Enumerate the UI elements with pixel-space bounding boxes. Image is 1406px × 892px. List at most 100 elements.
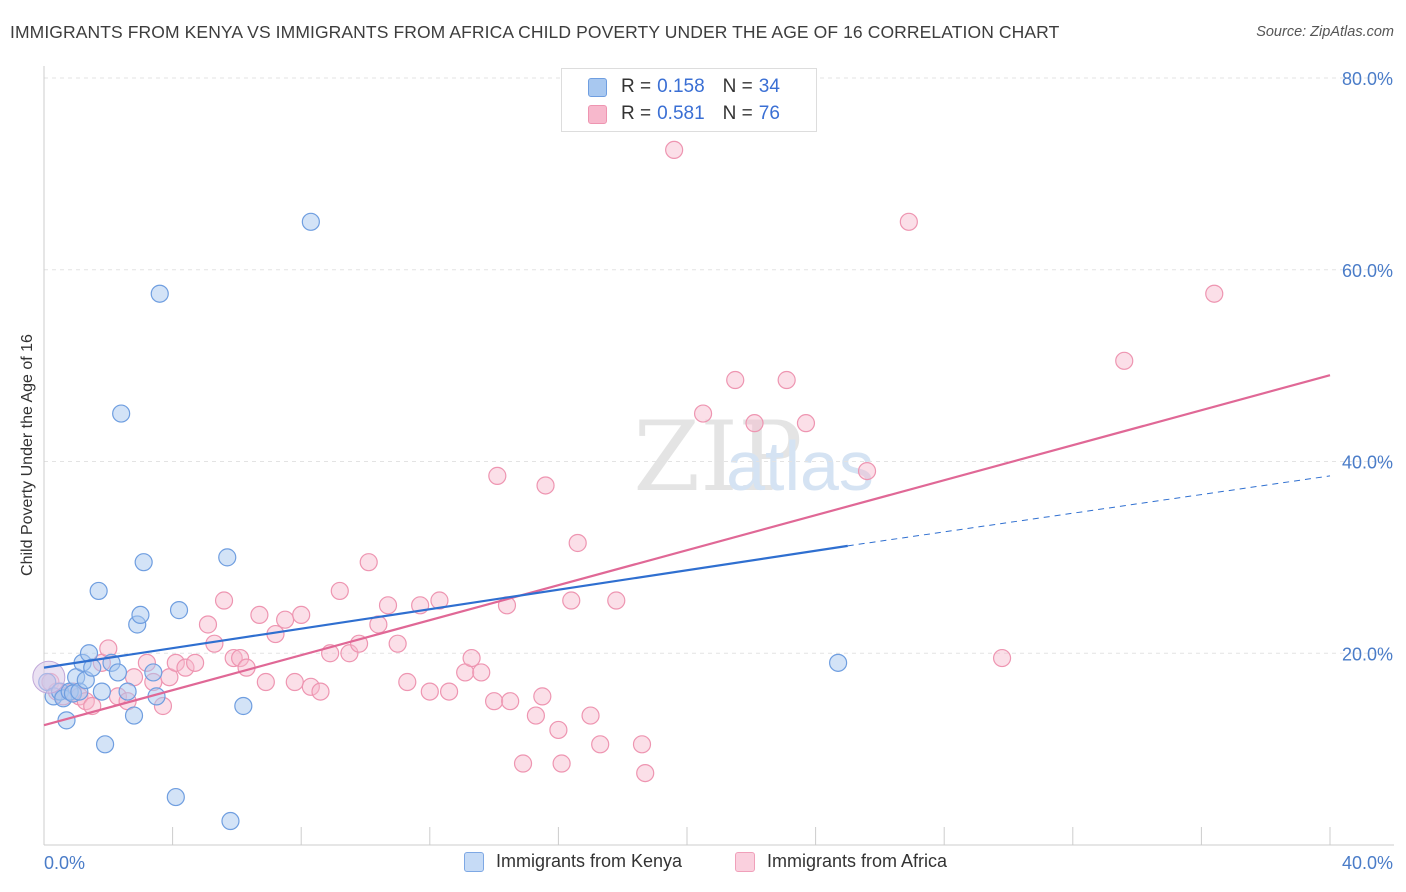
africa-point bbox=[1205, 284, 1224, 303]
africa-point bbox=[311, 682, 330, 701]
kenya-point bbox=[118, 682, 137, 701]
kenya-point bbox=[131, 605, 150, 625]
africa-point bbox=[256, 672, 275, 692]
chart-title: IMMIGRANTS FROM KENYA VS IMMIGRANTS FROM… bbox=[10, 22, 1060, 42]
africa-point bbox=[632, 735, 652, 754]
legend-row-kenya: R = 0.158 N = 34 bbox=[588, 75, 780, 99]
legend-r-value: 0.158 bbox=[657, 76, 705, 97]
y-tick-label: 80.0% bbox=[1342, 69, 1393, 89]
africa-point bbox=[536, 476, 555, 495]
source-credit: Source: ZipAtlas.com bbox=[1256, 24, 1394, 40]
kenya-point bbox=[301, 212, 320, 231]
series-legend-africa: Immigrants from Africa bbox=[735, 851, 947, 872]
legend-n-label: N = bbox=[722, 103, 753, 124]
africa-swatch-icon bbox=[588, 104, 607, 124]
africa-point bbox=[777, 370, 796, 390]
correlation-legend: R = 0.158 N = 34 R = 0.581 N = 76 bbox=[561, 68, 817, 132]
africa-point bbox=[562, 591, 581, 610]
kenya-legend-icon bbox=[464, 851, 484, 872]
africa-point bbox=[472, 663, 491, 682]
legend-r-value: 0.581 bbox=[657, 103, 705, 124]
kenya-point bbox=[92, 682, 111, 701]
africa-point bbox=[176, 658, 195, 677]
africa-point bbox=[398, 672, 417, 692]
legend-n-value: 76 bbox=[758, 103, 780, 124]
africa-point bbox=[276, 610, 295, 629]
legend-r-label: R = bbox=[621, 103, 652, 124]
legend-n-value: 34 bbox=[758, 76, 780, 97]
x-tick-label: 0.0% bbox=[44, 853, 85, 873]
africa-point bbox=[857, 461, 877, 481]
kenya-point bbox=[95, 735, 115, 754]
africa-point bbox=[166, 653, 185, 672]
africa-point bbox=[250, 605, 269, 625]
africa-point bbox=[992, 648, 1012, 668]
y-axis-label: Child Poverty Under the Age of 16 bbox=[19, 334, 36, 576]
africa-point bbox=[224, 648, 243, 668]
africa-point bbox=[607, 591, 626, 610]
africa-point bbox=[693, 404, 713, 423]
watermark-zip: ZIP bbox=[633, 401, 802, 513]
africa-point bbox=[420, 682, 439, 701]
africa-point bbox=[439, 682, 459, 701]
kenya-point bbox=[829, 653, 848, 672]
africa-point bbox=[568, 533, 587, 553]
series-legend-kenya-label: Immigrants from Kenya bbox=[496, 851, 683, 871]
africa-point bbox=[214, 591, 234, 610]
series-legend: Immigrants from Kenya Immigrants from Af… bbox=[0, 851, 1406, 877]
kenya-point bbox=[166, 787, 185, 807]
africa-point bbox=[1115, 351, 1134, 370]
africa-legend-icon bbox=[735, 851, 755, 872]
kenya-point bbox=[108, 663, 128, 682]
africa-point bbox=[665, 140, 684, 160]
africa-point bbox=[359, 553, 378, 572]
kenya-swatch-icon bbox=[588, 77, 607, 97]
africa-point bbox=[636, 763, 655, 783]
africa-point bbox=[198, 615, 218, 634]
africa-point bbox=[231, 648, 250, 668]
legend-n-label: N = bbox=[722, 76, 753, 97]
kenya-point bbox=[234, 696, 253, 716]
africa-point bbox=[533, 687, 552, 706]
africa-point bbox=[488, 466, 507, 485]
x-tick-label: 40.0% bbox=[1342, 853, 1393, 873]
africa-point bbox=[501, 692, 520, 711]
kenya-point bbox=[144, 663, 163, 682]
africa-point bbox=[513, 754, 533, 773]
africa-point bbox=[726, 370, 745, 390]
africa-trend-line bbox=[43, 374, 1331, 727]
africa-point bbox=[591, 735, 610, 754]
kenya-point bbox=[150, 284, 169, 303]
kenya-point bbox=[83, 658, 102, 677]
africa-point bbox=[330, 581, 349, 601]
kenya-point bbox=[134, 553, 153, 572]
africa-point bbox=[581, 706, 600, 725]
kenya-trend-line bbox=[43, 544, 848, 669]
kenya-point bbox=[221, 811, 240, 831]
africa-point bbox=[485, 692, 504, 711]
series-legend-africa-label: Immigrants from Africa bbox=[767, 851, 948, 871]
africa-point bbox=[899, 212, 918, 231]
kenya-point bbox=[89, 581, 108, 601]
series-legend-kenya: Immigrants from Kenya bbox=[464, 851, 682, 872]
africa-point bbox=[292, 605, 311, 625]
africa-point bbox=[301, 677, 320, 696]
kenya-point bbox=[112, 404, 131, 423]
africa-point bbox=[285, 672, 304, 692]
africa-point bbox=[378, 596, 398, 615]
africa-point bbox=[349, 634, 369, 653]
kenya-point bbox=[218, 548, 237, 567]
y-tick-label: 60.0% bbox=[1342, 261, 1393, 281]
watermark-atlas: atlas bbox=[726, 427, 874, 505]
africa-point bbox=[340, 644, 359, 663]
africa-point bbox=[388, 634, 407, 653]
cluster-point bbox=[32, 660, 66, 694]
kenya-trend-extension bbox=[847, 475, 1331, 547]
africa-point bbox=[186, 653, 205, 672]
africa-point bbox=[462, 648, 481, 668]
legend-r-label: R = bbox=[621, 76, 652, 97]
africa-point bbox=[430, 591, 449, 610]
africa-point bbox=[549, 720, 568, 740]
africa-point bbox=[796, 414, 816, 433]
